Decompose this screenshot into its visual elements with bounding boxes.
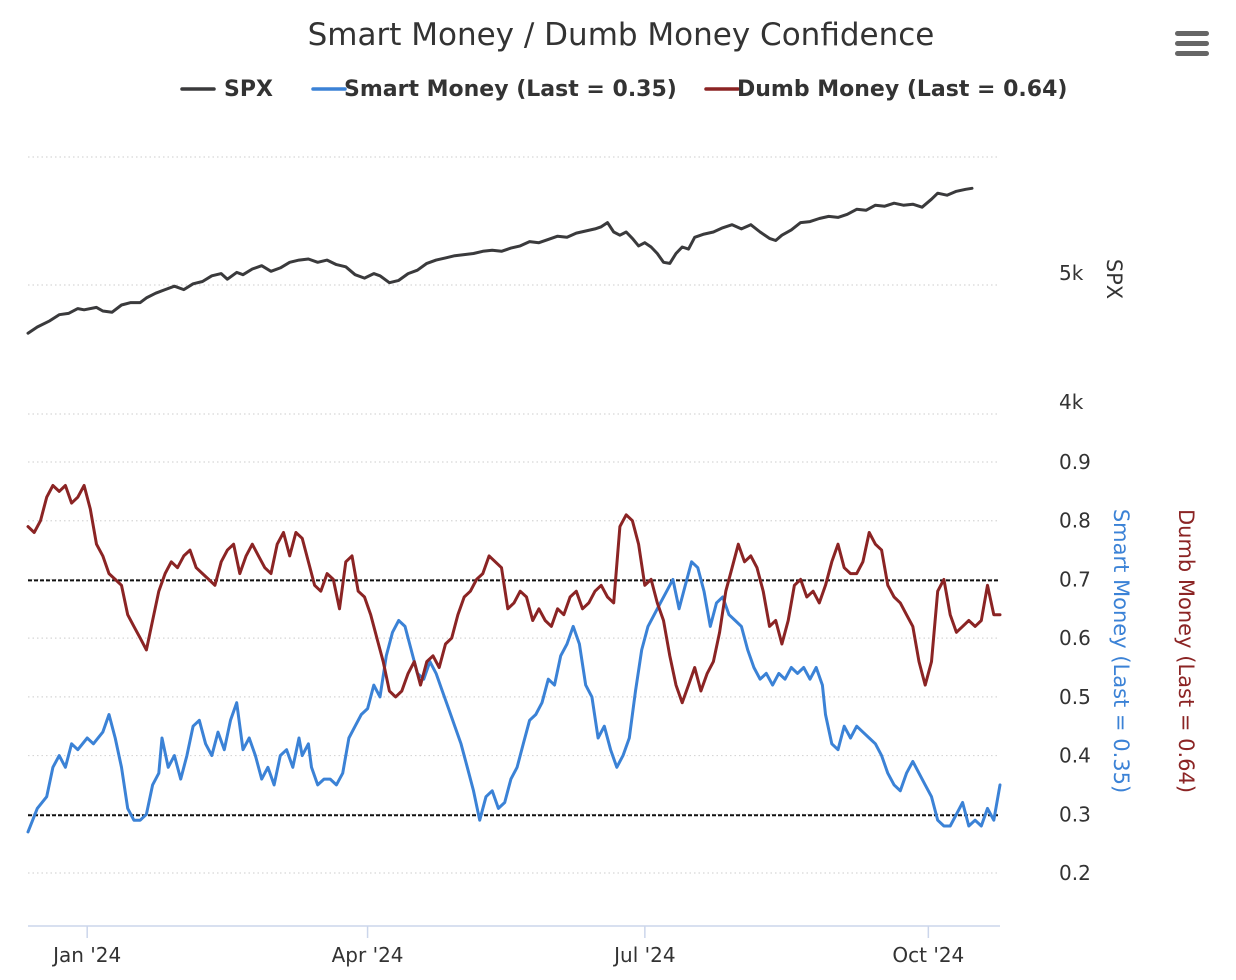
confidence-tick-label: 0.8 xyxy=(1059,509,1091,533)
confidence-tick-label: 0.6 xyxy=(1059,626,1091,650)
confidence-tick-label: 0.9 xyxy=(1059,450,1091,474)
confidence-tick-label: 0.3 xyxy=(1059,802,1091,826)
chart-menu-button[interactable] xyxy=(1170,26,1214,64)
x-tick-label: Apr '24 xyxy=(332,943,404,967)
confidence-tick-label: 0.2 xyxy=(1059,861,1091,885)
spx-axis-title: SPX xyxy=(1102,259,1126,299)
confidence-tick-label: 0.7 xyxy=(1059,567,1091,591)
x-tick-label: Oct '24 xyxy=(892,943,964,967)
hamburger-icon-bar xyxy=(1175,51,1209,56)
legend-item-dumb-money[interactable]: Dumb Money (Last = 0.64) xyxy=(704,77,1067,102)
spx-tick-label: 4k xyxy=(1059,390,1084,414)
smart-money-line xyxy=(26,560,1002,834)
smart-money-axis-title: Smart Money (Last = 0.35) xyxy=(1109,509,1133,793)
dumb-money-line xyxy=(26,484,1002,705)
axes: 4k 5k 0.9 0.8 0.7 0.6 0.5 0.4 0.3 0.2 Jan '24 Apr '… xyxy=(28,259,1198,967)
dumb-money-axis-title: Dumb Money (Last = 0.64) xyxy=(1174,509,1198,793)
grid-lines xyxy=(28,156,1000,874)
legend: SPX Smart Money (Last = 0.35) Dumb Money (… xyxy=(180,77,1067,102)
series-lines xyxy=(26,186,1002,834)
spx-line xyxy=(26,186,974,335)
hamburger-icon-bar xyxy=(1175,41,1209,46)
x-tick-label: Jan '24 xyxy=(51,943,121,967)
legend-item-spx[interactable]: SPX xyxy=(180,77,273,102)
legend-item-smart-money[interactable]: Smart Money (Last = 0.35) xyxy=(311,77,677,102)
hamburger-icon xyxy=(1175,31,1209,36)
legend-label: Smart Money (Last = 0.35) xyxy=(344,77,677,102)
x-tick-label: Jul '24 xyxy=(612,943,675,967)
chart-title: Smart Money / Dumb Money Confidence xyxy=(308,17,935,53)
reference-lines xyxy=(28,579,1000,817)
legend-label: Dumb Money (Last = 0.64) xyxy=(737,77,1067,102)
spx-tick-label: 5k xyxy=(1059,261,1084,285)
confidence-tick-label: 0.4 xyxy=(1059,744,1091,768)
confidence-tick-label: 0.5 xyxy=(1059,685,1091,709)
legend-label: SPX xyxy=(224,77,273,102)
